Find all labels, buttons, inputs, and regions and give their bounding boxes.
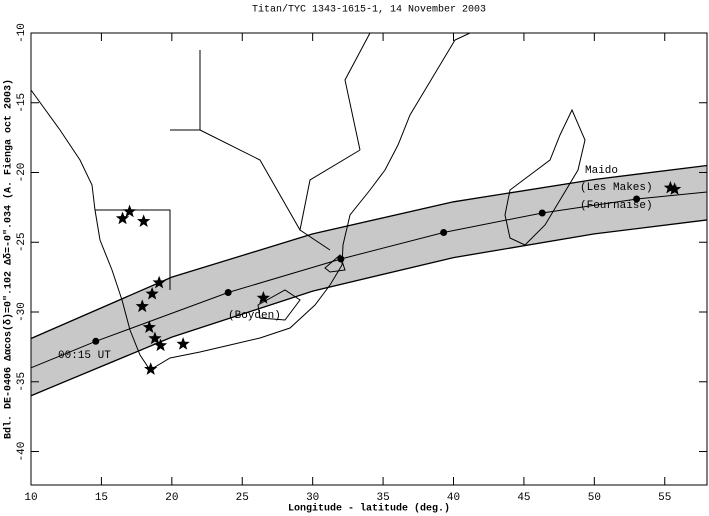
y-tick-label: -40 (16, 442, 28, 462)
station (152, 275, 166, 289)
station (256, 291, 271, 304)
x-tick-label: 20 (165, 492, 178, 504)
epoch-dot (337, 255, 345, 263)
africa-coast (30, 32, 471, 371)
station (135, 299, 149, 313)
annotation: (Boyden) (228, 310, 281, 322)
epoch-dot (633, 195, 641, 203)
madagascar (504, 108, 586, 246)
x-tick-label: 15 (95, 492, 108, 504)
x-tick-label: 25 (236, 492, 249, 504)
x-axis-label: Longitude - latitude (deg.) (288, 503, 450, 515)
epoch-dot (224, 288, 232, 296)
x-tick-label: 55 (658, 492, 671, 504)
station (176, 337, 190, 350)
x-tick-label: 50 (588, 492, 601, 504)
y-tick-label: -20 (16, 163, 28, 183)
annotation: 00:15 UT (58, 350, 111, 362)
annotation: (Fournaise) (580, 200, 653, 212)
chart-title: Titan/TYC 1343-1615-1, 14 November 2003 (252, 4, 486, 16)
annotation: Maido (585, 165, 618, 177)
y-tick-label: -25 (16, 232, 28, 252)
station (122, 204, 137, 218)
shadow-band (31, 165, 707, 396)
x-tick-label: 45 (517, 492, 530, 504)
x-tick-label: 10 (24, 492, 37, 504)
coastlines (30, 32, 586, 371)
station (142, 320, 156, 334)
x-tick-label: 30 (306, 492, 319, 504)
path-line (30, 164, 708, 340)
y-tick-label: -10 (16, 23, 28, 43)
y-tick-label: -35 (16, 372, 28, 392)
station (667, 182, 682, 195)
station (148, 331, 162, 345)
path-line (30, 191, 708, 369)
epoch-dot (538, 209, 546, 217)
y-tick-label: -15 (16, 93, 28, 113)
plot-frame (30, 32, 708, 486)
epoch-dot (92, 337, 100, 345)
station (145, 286, 159, 300)
y-tick-label: -30 (16, 302, 28, 322)
station (144, 362, 158, 375)
x-tick-label: 40 (447, 492, 460, 504)
x-tick-label: 35 (376, 492, 389, 504)
station (115, 211, 130, 225)
station (137, 214, 151, 227)
annotation: (Les Makes) (580, 182, 653, 194)
path-line (30, 219, 708, 397)
station (153, 338, 168, 352)
y-axis-label: Bdl. DE-0406 Δαcos(δ)=0".102 Δδ=-0".034 … (3, 79, 15, 439)
borders (95, 32, 371, 321)
epoch-dot (440, 228, 448, 236)
